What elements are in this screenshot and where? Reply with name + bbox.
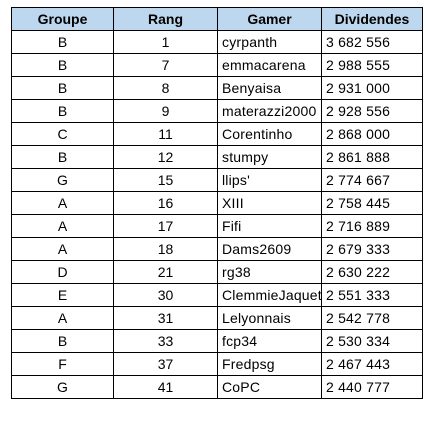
table-row: E 30 ClemmieJaquet 2 551 333 — [11, 283, 423, 307]
cell-gamer[interactable]: Dams2609 — [217, 237, 322, 261]
cell-dividendes[interactable]: 2 716 889 — [321, 214, 423, 238]
cell-rang[interactable]: 30 — [113, 283, 218, 307]
cell-gamer[interactable]: llips' — [217, 168, 322, 192]
table-row: B 8 Benyaisa 2 931 000 — [11, 76, 423, 100]
cell-dividendes[interactable]: 3 682 556 — [321, 30, 423, 54]
cell-rang[interactable]: 9 — [113, 99, 218, 123]
cell-groupe[interactable]: A — [11, 191, 114, 215]
table-row: A 16 XIII 2 758 445 — [11, 191, 423, 215]
table-row: G 41 CoPC 2 440 777 — [11, 375, 423, 399]
table-row: B 12 stumpy 2 861 888 — [11, 145, 423, 169]
table-row: A 31 Lelyonnais 2 542 778 — [11, 306, 423, 330]
cell-rang[interactable]: 11 — [113, 122, 218, 146]
cell-dividendes[interactable]: 2 440 777 — [321, 375, 423, 399]
cell-dividendes[interactable]: 2 988 555 — [321, 53, 423, 77]
cell-dividendes[interactable]: 2 758 445 — [321, 191, 423, 215]
cell-gamer[interactable]: rg38 — [217, 260, 322, 284]
cell-rang[interactable]: 7 — [113, 53, 218, 77]
cell-rang[interactable]: 18 — [113, 237, 218, 261]
ranking-table: Groupe Rang Gamer Dividendes B 1 cyrpanth 3… — [11, 7, 423, 399]
cell-gamer[interactable]: stumpy — [217, 145, 322, 169]
table-row: B 33 fcp34 2 530 334 — [11, 329, 423, 353]
table-row: F 37 Fredpsg 2 467 443 — [11, 352, 423, 376]
header-rang[interactable]: Rang — [113, 7, 218, 31]
cell-dividendes[interactable]: 2 861 888 — [321, 145, 423, 169]
cell-dividendes[interactable]: 2 530 334 — [321, 329, 423, 353]
cell-gamer[interactable]: fcp34 — [217, 329, 322, 353]
cell-groupe[interactable]: B — [11, 30, 114, 54]
cell-rang[interactable]: 33 — [113, 329, 218, 353]
cell-gamer[interactable]: materazzi2000 — [217, 99, 322, 123]
cell-dividendes[interactable]: 2 630 222 — [321, 260, 423, 284]
table-body: B 1 cyrpanth 3 682 556 B 7 emmacarena 2 988 555… — [11, 30, 423, 399]
table-row: B 1 cyrpanth 3 682 556 — [11, 30, 423, 54]
cell-groupe[interactable]: G — [11, 375, 114, 399]
cell-dividendes[interactable]: 2 551 333 — [321, 283, 423, 307]
table-row: D 21 rg38 2 630 222 — [11, 260, 423, 284]
header-row: Groupe Rang Gamer Dividendes — [11, 7, 423, 31]
cell-groupe[interactable]: D — [11, 260, 114, 284]
cell-dividendes[interactable]: 2 542 778 — [321, 306, 423, 330]
cell-dividendes[interactable]: 2 774 667 — [321, 168, 423, 192]
table-row: B 9 materazzi2000 2 928 556 — [11, 99, 423, 123]
table-row: G 15 llips' 2 774 667 — [11, 168, 423, 192]
cell-rang[interactable]: 16 — [113, 191, 218, 215]
table-row: A 18 Dams2609 2 679 333 — [11, 237, 423, 261]
header-gamer[interactable]: Gamer — [217, 7, 322, 31]
cell-rang[interactable]: 1 — [113, 30, 218, 54]
cell-dividendes[interactable]: 2 928 556 — [321, 99, 423, 123]
cell-groupe[interactable]: A — [11, 214, 114, 238]
cell-dividendes[interactable]: 2 931 000 — [321, 76, 423, 100]
cell-rang[interactable]: 15 — [113, 168, 218, 192]
cell-rang[interactable]: 31 — [113, 306, 218, 330]
cell-gamer[interactable]: XIII — [217, 191, 322, 215]
cell-rang[interactable]: 41 — [113, 375, 218, 399]
header-groupe[interactable]: Groupe — [11, 7, 114, 31]
cell-groupe[interactable]: B — [11, 99, 114, 123]
cell-rang[interactable]: 17 — [113, 214, 218, 238]
cell-dividendes[interactable]: 2 679 333 — [321, 237, 423, 261]
cell-dividendes[interactable]: 2 467 443 — [321, 352, 423, 376]
table-row: A 17 Fifi 2 716 889 — [11, 214, 423, 238]
cell-groupe[interactable]: A — [11, 237, 114, 261]
cell-groupe[interactable]: A — [11, 306, 114, 330]
cell-gamer[interactable]: Lelyonnais — [217, 306, 322, 330]
table-row: B 7 emmacarena 2 988 555 — [11, 53, 423, 77]
cell-gamer[interactable]: Fredpsg — [217, 352, 322, 376]
cell-groupe[interactable]: E — [11, 283, 114, 307]
cell-gamer[interactable]: emmacarena — [217, 53, 322, 77]
cell-groupe[interactable]: B — [11, 145, 114, 169]
cell-rang[interactable]: 21 — [113, 260, 218, 284]
cell-gamer[interactable]: Fifi — [217, 214, 322, 238]
cell-gamer[interactable]: Corentinho — [217, 122, 322, 146]
cell-rang[interactable]: 37 — [113, 352, 218, 376]
cell-groupe[interactable]: B — [11, 329, 114, 353]
cell-dividendes[interactable]: 2 868 000 — [321, 122, 423, 146]
cell-rang[interactable]: 8 — [113, 76, 218, 100]
cell-gamer[interactable]: Benyaisa — [217, 76, 322, 100]
cell-gamer[interactable]: ClemmieJaquet — [217, 283, 322, 307]
cell-rang[interactable]: 12 — [113, 145, 218, 169]
cell-groupe[interactable]: G — [11, 168, 114, 192]
table-row: C 11 Corentinho 2 868 000 — [11, 122, 423, 146]
header-dividendes[interactable]: Dividendes — [321, 7, 423, 31]
cell-groupe[interactable]: C — [11, 122, 114, 146]
cell-gamer[interactable]: CoPC — [217, 375, 322, 399]
cell-gamer[interactable]: cyrpanth — [217, 30, 322, 54]
cell-groupe[interactable]: F — [11, 352, 114, 376]
cell-groupe[interactable]: B — [11, 53, 114, 77]
cell-groupe[interactable]: B — [11, 76, 114, 100]
